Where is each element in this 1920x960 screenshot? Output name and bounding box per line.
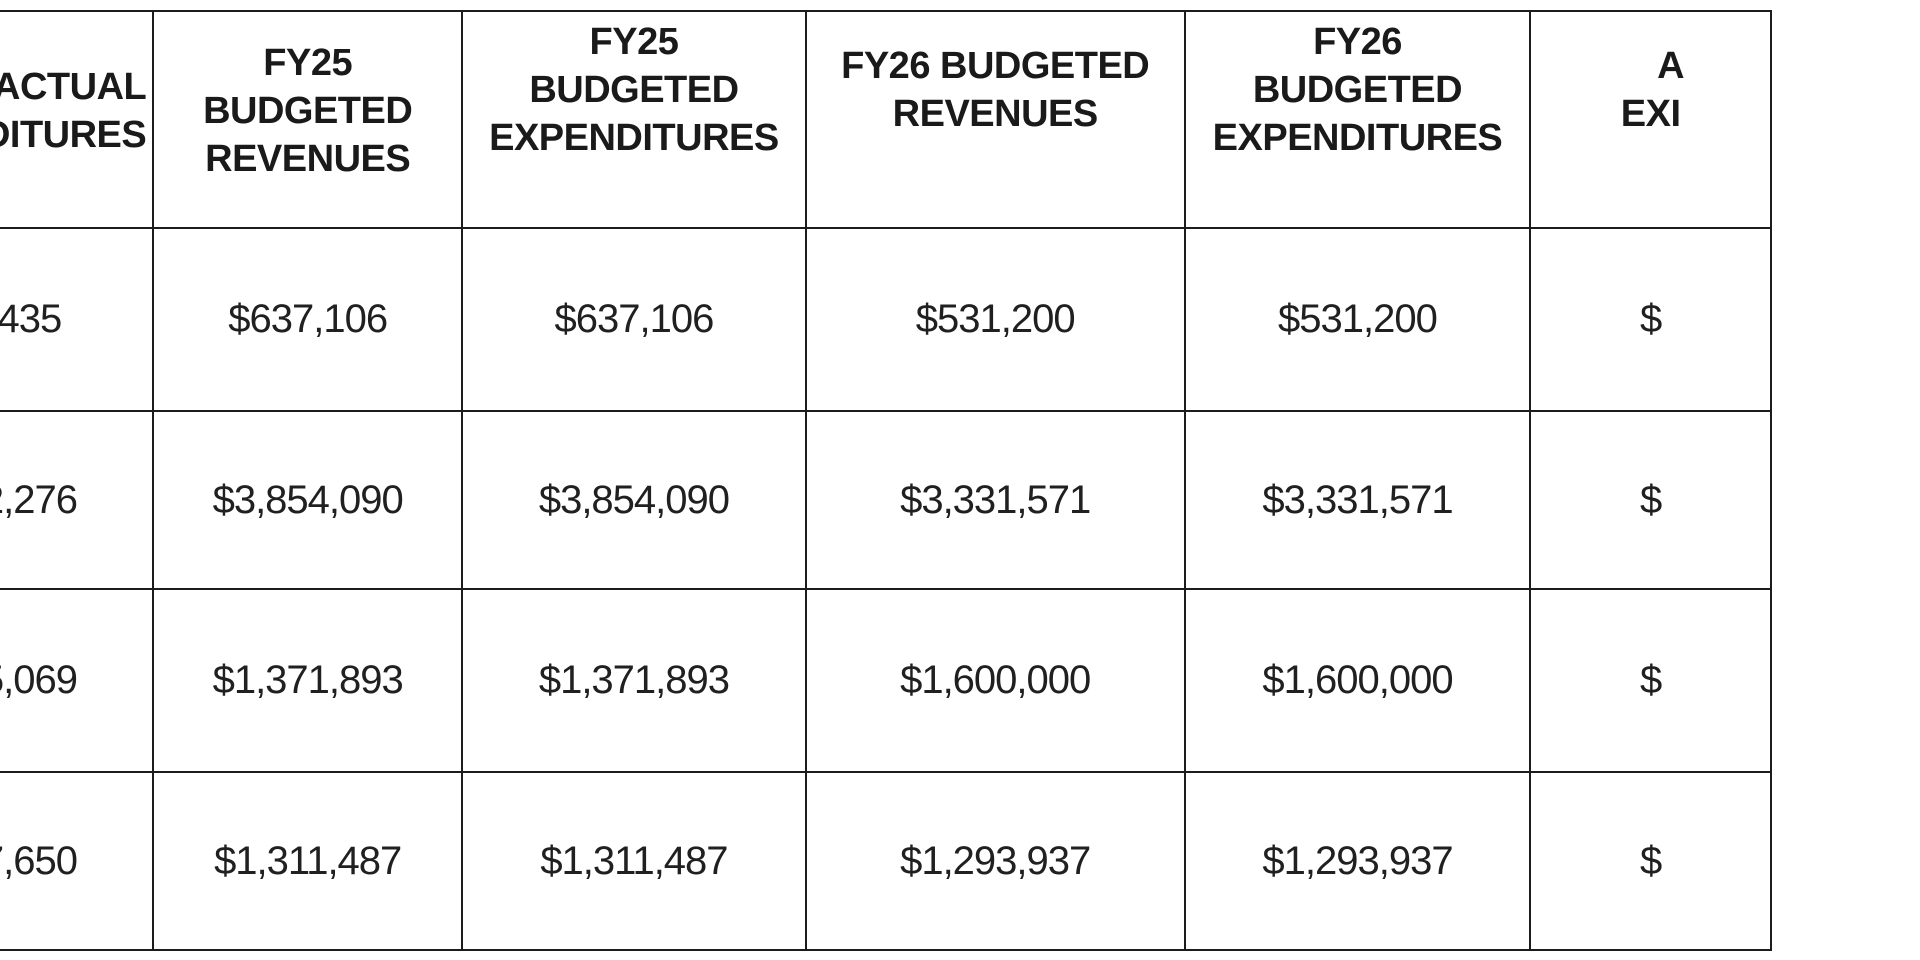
table-row: ,792,276 $3,854,090 $3,854,090 $3,331,57… xyxy=(0,410,1772,590)
header-line: BUDGETED xyxy=(529,68,739,111)
table-cell: $531,200 xyxy=(1183,227,1532,412)
table-cell: $531,200 xyxy=(804,227,1186,412)
table-cell: $3,331,571 xyxy=(804,410,1186,590)
header-line: EXPENDITURES xyxy=(1212,116,1503,159)
header-fy26-budgeted-expenditures: FY26 BUDGETED EXPENDITURES xyxy=(1183,10,1532,229)
table-cell: ,055,069 xyxy=(0,588,155,773)
table-cell: $3,854,090 xyxy=(152,410,464,590)
table-cell: ,137,650 xyxy=(0,771,155,951)
budget-table: 4 ACTUAL NDITURES FY25 BUDGETED REVENUES… xyxy=(0,10,1772,951)
table-cell: $1,293,937 xyxy=(1183,771,1532,951)
table-cell: $1,311,487 xyxy=(152,771,464,951)
header-line: BUDGETED xyxy=(1252,68,1463,111)
table-cell: $1,371,893 xyxy=(152,588,464,773)
header-line: FY25 xyxy=(589,20,679,63)
table-row: ,055,069 $1,371,893 $1,371,893 $1,600,00… xyxy=(0,588,1772,773)
header-line: A xyxy=(1657,44,1685,87)
table-cell: $3,331,571 xyxy=(1183,410,1532,590)
header-fy26-budgeted-revenues: FY26 BUDGETED REVENUES xyxy=(804,10,1186,229)
header-line: FY26 BUDGETED xyxy=(841,44,1150,87)
table-cell: $1,600,000 xyxy=(1183,588,1532,773)
table-cell: ,792,276 xyxy=(0,410,155,590)
table-row: ,137,650 $1,311,487 $1,311,487 $1,293,93… xyxy=(0,771,1772,951)
table-cell: $3,854,090 xyxy=(461,410,807,590)
table-cell: $1,293,937 xyxy=(804,771,1186,951)
header-line: EXPENDITURES xyxy=(489,116,779,159)
header-row: 4 ACTUAL NDITURES FY25 BUDGETED REVENUES… xyxy=(0,10,1772,229)
table-cell: $1,600,000 xyxy=(804,588,1186,773)
header-line: FY26 xyxy=(1313,20,1402,63)
header-line: 4 ACTUAL xyxy=(0,65,147,108)
table-cell: $1,371,893 xyxy=(461,588,807,773)
header-line: FY25 xyxy=(263,41,353,84)
table-cell: $ xyxy=(1529,771,1772,951)
header-line: REVENUES xyxy=(892,92,1099,135)
header-line: NDITURES xyxy=(0,113,147,156)
header-actual-expenditures-clipped: A EXI xyxy=(1529,10,1772,229)
table-cell: $637,106 xyxy=(461,227,807,412)
header-line: EXI xyxy=(1620,92,1681,135)
table-cell: 84,435 xyxy=(0,227,155,412)
header-fy24-actual-expenditures: 4 ACTUAL NDITURES xyxy=(0,10,155,229)
header-line: REVENUES xyxy=(205,137,411,180)
table-row: 84,435 $637,106 $637,106 $531,200 $531,2… xyxy=(0,227,1772,412)
table-cell: $637,106 xyxy=(152,227,464,412)
header-line: BUDGETED xyxy=(203,89,413,132)
table-cell: $ xyxy=(1529,227,1772,412)
table-cell: $ xyxy=(1529,588,1772,773)
header-fy25-budgeted-revenues: FY25 BUDGETED REVENUES xyxy=(152,10,464,229)
table-cell: $1,311,487 xyxy=(461,771,807,951)
table-cell: $ xyxy=(1529,410,1772,590)
header-fy25-budgeted-expenditures: FY25 BUDGETED EXPENDITURES xyxy=(461,10,807,229)
